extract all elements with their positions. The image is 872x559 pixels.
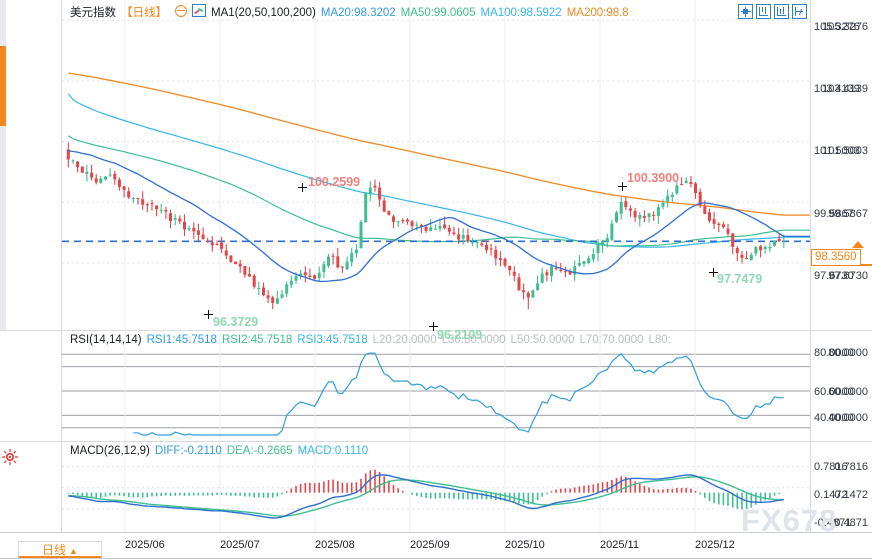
left-axis-divider <box>61 0 62 532</box>
left-rail <box>0 0 6 330</box>
macd-tick-left: 0.7816 <box>834 461 868 473</box>
swing-high-2-marker <box>618 182 627 191</box>
macd-panel[interactable] <box>62 442 810 532</box>
macd-canvas[interactable] <box>62 442 810 532</box>
date-axis-top-border <box>0 532 872 533</box>
left-price-tick: 99.5867 <box>828 208 868 220</box>
crosshair-move-icon[interactable] <box>738 4 753 19</box>
timeframe-tab-daily[interactable]: 日线 ▲ <box>18 541 102 558</box>
right-price-tick: 103.4139 <box>814 83 860 95</box>
settings-sun-icon[interactable] <box>2 449 18 465</box>
swing-low-2-label: 96.2109 <box>437 328 483 342</box>
price-chart-canvas[interactable] <box>62 0 810 330</box>
date-tick: 2025/09 <box>410 539 450 551</box>
macd-tick-right: 0.1472 <box>814 489 848 501</box>
current-price-tag[interactable]: 98.3560 <box>811 249 861 266</box>
price-chart-panel[interactable] <box>62 0 810 330</box>
current-price-arrow-icon <box>852 241 864 248</box>
date-tick: 2025/10 <box>505 539 545 551</box>
macd-tick-right: -0.4871 <box>814 517 852 529</box>
scale-left-icon[interactable] <box>756 4 771 19</box>
rsi-tick-right: 80.0000 <box>814 347 854 359</box>
rsi-tick-left: 40.0000 <box>828 412 868 424</box>
date-tick: 2025/07 <box>220 539 260 551</box>
right-axis-divider <box>810 0 811 532</box>
left-price-tick: 97.6730 <box>828 270 868 282</box>
right-price-tick: 97.6730 <box>814 270 854 282</box>
timeframe-tab-label: 日线 <box>42 543 67 557</box>
macd-tick-left: 0.1472 <box>834 489 868 501</box>
date-tick: 2025/08 <box>315 539 355 551</box>
rsi-tick-right: 60.0000 <box>814 386 854 398</box>
right-price-tick: 101.5003 <box>814 145 860 157</box>
rsi-tick-left: 60.0000 <box>828 386 868 398</box>
swing-low-2-marker <box>429 322 438 331</box>
swing-high-1-marker <box>298 183 307 192</box>
date-tick: 2025/06 <box>125 539 165 551</box>
swing-high-2-label: 100.3900 <box>627 171 680 185</box>
swing-low-3-marker <box>709 268 718 277</box>
left-price-tick: 101.5003 <box>822 145 868 157</box>
panel-divider-1 <box>0 330 872 331</box>
date-axis[interactable]: 2025/06 2025/07 2025/08 2025/09 2025/10 2025/… <box>0 532 872 559</box>
rsi-tick-left: 80.0000 <box>828 347 868 359</box>
panel-divider-2 <box>0 441 872 442</box>
swing-low-1-label: 96.3729 <box>213 315 259 329</box>
swing-high-1-label: 100.2599 <box>308 175 361 189</box>
swing-low-3-label: 97.7479 <box>717 272 763 286</box>
macd-tick-left: -0.4871 <box>830 517 868 529</box>
right-price-tick: 105.3276 <box>814 21 860 33</box>
left-price-tick: 105.3276 <box>822 21 868 33</box>
swing-low-1-marker <box>204 310 213 319</box>
date-tick: 2025/12 <box>695 539 735 551</box>
chart-toolbar[interactable] <box>738 4 807 19</box>
date-tick: 2025/11 <box>600 539 639 551</box>
macd-tick-right: 0.7816 <box>814 461 848 473</box>
scale-right-icon[interactable] <box>774 4 789 19</box>
right-price-tick: 99.5867 <box>814 208 854 220</box>
timeframe-tab-arrow-icon: ▲ <box>69 546 78 556</box>
left-price-tick: 103.4139 <box>822 83 868 95</box>
rsi-tick-right: 40.0000 <box>814 412 854 424</box>
vertical-scroll-thumb[interactable] <box>0 46 6 126</box>
jump-latest-icon[interactable] <box>792 4 807 19</box>
rsi-panel[interactable] <box>62 331 810 441</box>
rsi-canvas[interactable] <box>62 331 810 441</box>
